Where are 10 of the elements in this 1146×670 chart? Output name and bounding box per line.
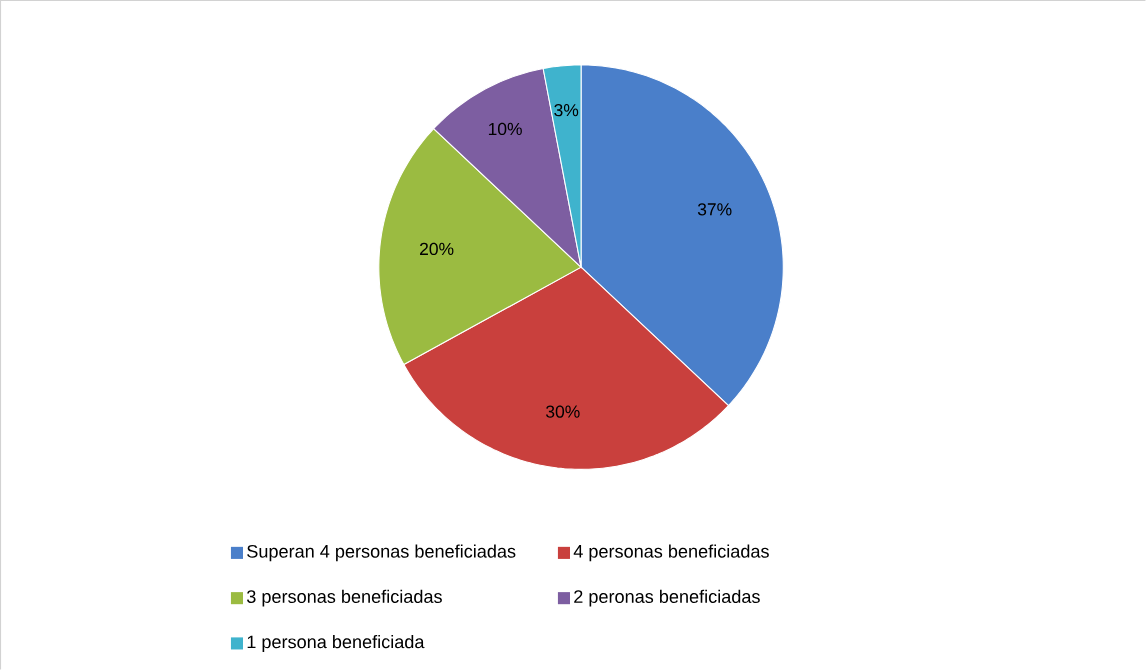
data-label: 30% — [546, 405, 580, 418]
legend-label: 1 persona beneficiada — [247, 634, 425, 652]
data-label: 10% — [488, 122, 522, 136]
legend-label: Superan 4 personas beneficiadas — [247, 544, 516, 562]
data-label: 20% — [420, 242, 454, 256]
legend-label: 2 peronas beneficiadas — [574, 589, 760, 607]
data-label: 37% — [697, 203, 732, 216]
legend-label: 3 personas beneficiadas — [246, 589, 442, 607]
data-label: 3% — [554, 103, 579, 117]
legend-label: 4 personas beneficiadas — [573, 544, 769, 562]
